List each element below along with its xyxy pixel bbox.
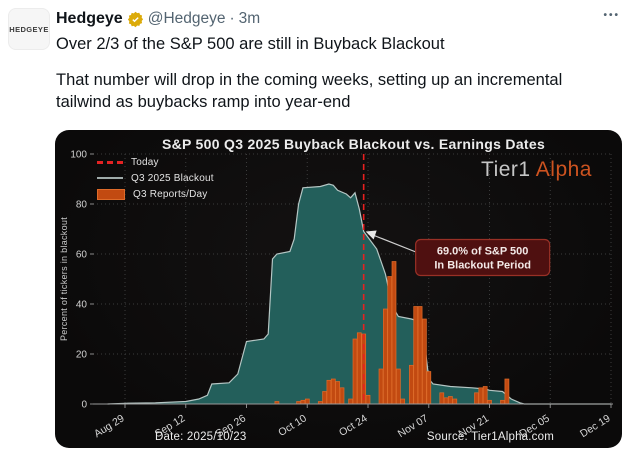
more-menu-button[interactable]: ••• [603,10,620,21]
red-dashed-line-swatch [97,160,123,164]
svg-text:60: 60 [76,250,88,261]
svg-text:80: 80 [76,200,88,211]
watermark-gray: Tier1 [481,158,531,181]
timestamp[interactable]: 3m [238,10,261,27]
svg-text:20: 20 [76,350,88,361]
legend-item-today: Today [97,156,214,168]
date-note: Date: 2025/10/23 [155,431,247,443]
watermark-orange: Alpha [535,158,592,181]
svg-text:69.0% of S&P 500: 69.0% of S&P 500 [437,246,529,258]
separator-dot: · [229,10,235,27]
avatar[interactable]: HEDGEYE [8,8,50,50]
tweet-header: Hedgeye @Hedgeye · 3m [56,10,260,28]
gray-line-swatch [97,177,123,179]
tier1alpha-watermark: Tier1 Alpha [481,158,592,182]
legend-label: Today [131,156,159,168]
legend-label: Q3 2025 Blackout [131,172,214,184]
tweet-text-line-1: Over 2/3 of the S&P 500 are still in Buy… [56,35,445,53]
svg-text:0: 0 [81,400,87,411]
verified-badge-icon [127,11,144,28]
legend-item-reports: Q3 Reports/Day [97,188,214,200]
author-handle[interactable]: @Hedgeye [147,10,226,27]
legend-label: Q3 Reports/Day [133,188,208,200]
svg-text:Oct 10: Oct 10 [276,412,309,439]
author-name[interactable]: Hedgeye [56,10,123,27]
chart-media[interactable]: 0 20 40 60 80 100 Aug 29 Sep 12 Sep 26 Oct 10 Oct … [55,130,622,448]
svg-text:Oct 24: Oct 24 [337,412,370,439]
orange-rect-swatch [97,188,125,200]
source-note: Source: Tier1Alpha.com [426,431,554,443]
chart-legend: Today Q3 2025 Blackout Q3 Reports/Day [97,156,214,200]
svg-text:40: 40 [76,300,88,311]
chart-title: S&P 500 Q3 2025 Buyback Blackout vs. Ear… [161,136,546,152]
svg-text:100: 100 [70,150,87,161]
svg-text:Nov 07: Nov 07 [396,412,431,440]
avatar-logo-text: HEDGEYE [9,24,49,34]
svg-text:In Blackout Period: In Blackout Period [434,260,531,272]
y-axis-label: Percent of tickers in blackout [59,216,69,342]
svg-text:Dec 19: Dec 19 [578,412,613,440]
legend-item-blackout: Q3 2025 Blackout [97,172,214,184]
tweet-body: Over 2/3 of the S&P 500 are still in Buy… [56,33,618,127]
svg-text:Aug 29: Aug 29 [92,412,127,440]
tweet-text-line-2: That number will drop in the coming week… [56,71,563,111]
